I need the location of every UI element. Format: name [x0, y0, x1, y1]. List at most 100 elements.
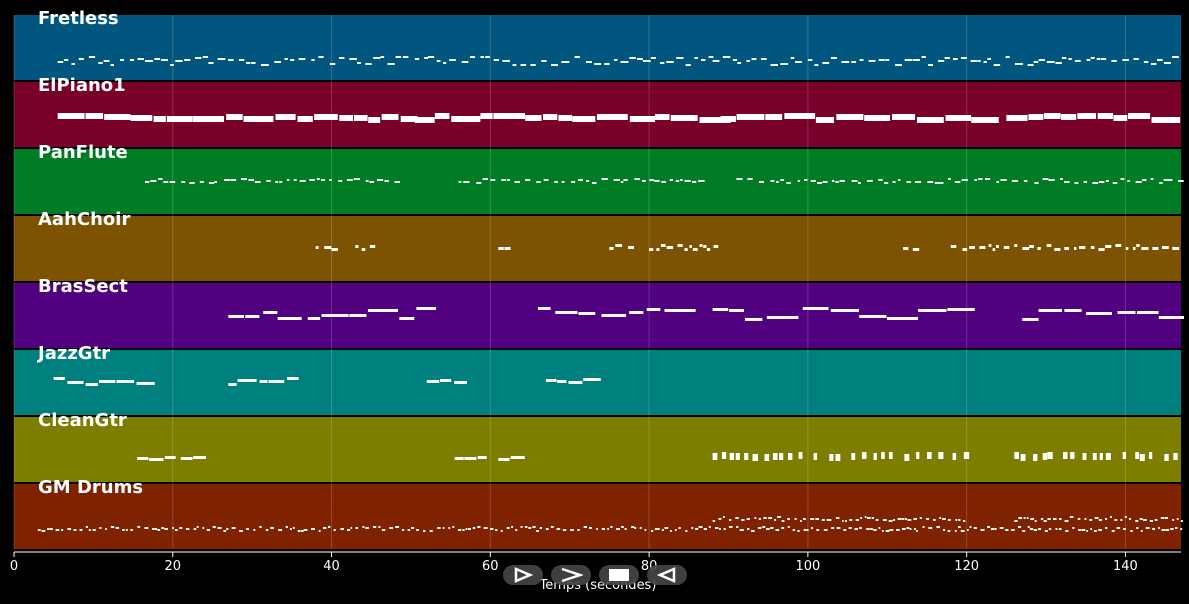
note — [1026, 517, 1029, 519]
note — [1048, 528, 1052, 530]
note — [797, 180, 801, 182]
note — [537, 307, 551, 310]
note — [322, 527, 327, 529]
note — [193, 456, 206, 459]
note — [689, 245, 692, 248]
note — [684, 180, 691, 182]
note — [775, 529, 780, 531]
note — [721, 452, 727, 459]
note — [543, 179, 549, 181]
note — [1140, 530, 1143, 532]
note — [1136, 527, 1139, 529]
note — [1084, 518, 1087, 520]
note — [873, 453, 877, 460]
note — [604, 63, 610, 65]
note — [674, 529, 677, 531]
note — [300, 530, 304, 532]
note — [811, 527, 813, 529]
note — [1038, 528, 1042, 530]
fast-forward-button[interactable] — [551, 565, 591, 585]
note — [660, 244, 666, 247]
note — [137, 58, 144, 60]
note — [1089, 519, 1093, 521]
note — [909, 528, 912, 530]
note — [1161, 246, 1169, 249]
note — [1098, 519, 1102, 521]
note — [974, 179, 978, 181]
note — [424, 57, 429, 59]
note — [545, 379, 557, 382]
note — [904, 59, 913, 61]
note — [669, 179, 674, 181]
note — [784, 113, 816, 119]
note — [903, 247, 909, 250]
track-label: ElPiano1 — [38, 75, 126, 96]
note — [703, 528, 707, 530]
play-button[interactable] — [503, 565, 543, 585]
note — [243, 116, 274, 122]
chevron-right-icon — [559, 567, 583, 583]
track-label: Fretless — [38, 8, 119, 29]
note — [259, 526, 262, 528]
note — [794, 518, 797, 520]
note — [781, 520, 785, 522]
note — [543, 114, 558, 120]
track-label: JazzGtr — [38, 343, 111, 364]
note — [922, 526, 925, 528]
note — [163, 181, 169, 183]
note — [562, 529, 567, 531]
note — [1064, 247, 1069, 250]
note — [873, 529, 877, 531]
note — [1164, 454, 1169, 461]
note — [1027, 64, 1034, 66]
note — [594, 63, 602, 65]
note — [1060, 178, 1063, 180]
note — [780, 179, 785, 181]
note — [321, 179, 325, 181]
note — [1040, 518, 1044, 520]
note — [311, 59, 315, 61]
note — [1018, 526, 1022, 528]
note — [1033, 61, 1039, 63]
note — [1098, 248, 1105, 251]
note — [130, 529, 133, 531]
note — [47, 528, 50, 530]
note — [772, 453, 778, 460]
note — [85, 113, 104, 119]
play-reverse-icon — [657, 567, 677, 583]
note — [583, 526, 588, 528]
note — [660, 62, 665, 64]
note — [1074, 247, 1077, 250]
rewind-button[interactable] — [647, 565, 687, 585]
note — [1114, 519, 1118, 521]
note — [1110, 516, 1112, 518]
note — [437, 527, 441, 529]
note — [1151, 117, 1181, 123]
note — [223, 530, 227, 532]
note — [1161, 529, 1166, 531]
note — [620, 61, 629, 63]
note — [843, 529, 847, 531]
stop-button[interactable] — [599, 565, 639, 585]
note — [331, 248, 338, 251]
note — [57, 61, 64, 63]
note — [994, 528, 997, 530]
note — [293, 179, 297, 181]
note — [490, 528, 494, 530]
note — [729, 519, 732, 521]
note — [1072, 527, 1075, 529]
note — [741, 519, 745, 521]
note — [802, 518, 806, 520]
note — [1033, 454, 1038, 461]
note — [116, 380, 126, 383]
note — [897, 518, 902, 520]
note — [570, 529, 574, 531]
note — [511, 526, 514, 528]
note — [901, 528, 906, 530]
note — [1053, 518, 1057, 520]
note — [1077, 518, 1081, 520]
note — [57, 113, 85, 119]
track-label: PanFlute — [38, 142, 128, 163]
note — [110, 64, 114, 66]
note — [577, 529, 580, 531]
